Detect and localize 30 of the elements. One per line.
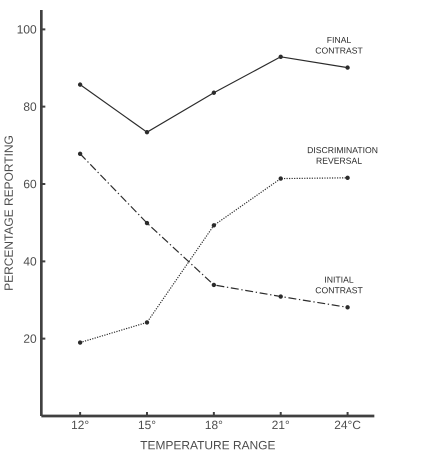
point [345,305,350,310]
point [278,54,283,59]
point [345,176,350,180]
y-tick-label: 20 [24,334,36,343]
point [212,282,216,288]
x-tick-label: 24°C [334,420,360,430]
point [144,320,150,325]
x-axis-title: TEMPERATURE RANGE [140,440,275,450]
y-tick-label: 60 [24,180,36,188]
series-label: INITIAL CONTRAST [316,276,362,294]
series-label: FINAL CONTRAST [316,36,362,54]
point [78,82,82,87]
x-tick-label: 21° [272,420,289,430]
point [78,152,82,156]
y-tick-label: 40 [24,257,36,266]
y-axis-title: PERCENTAGE REPORTING [4,136,13,290]
x-tick-label: 12° [72,420,88,430]
x-tick-label: 15° [138,420,156,430]
point [144,220,150,226]
point [78,340,82,345]
point [212,90,216,95]
point [345,65,350,70]
y-tick-label: 80 [24,102,36,111]
point [212,223,216,228]
point [278,294,283,299]
series-label: DISCRIMINATION REVERSAL [308,147,378,164]
point [144,130,150,134]
x-tick-label: 18° [206,420,222,430]
y-tick-label: 100 [18,25,36,34]
point [278,176,283,181]
